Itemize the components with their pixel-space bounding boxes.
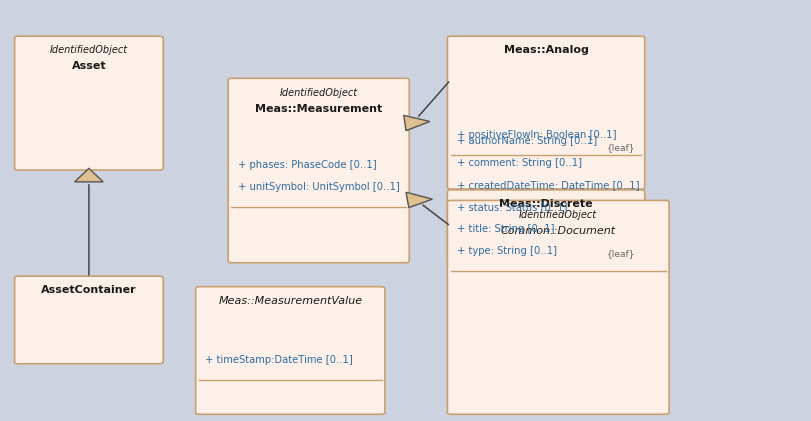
Text: + timeStamp:DateTime [0..1]: + timeStamp:DateTime [0..1] [205, 355, 353, 365]
Text: + title: String [0..1]: + title: String [0..1] [457, 224, 554, 234]
Text: Meas::MeasurementValue: Meas::MeasurementValue [218, 296, 362, 306]
FancyBboxPatch shape [447, 200, 668, 414]
FancyBboxPatch shape [447, 190, 644, 263]
Text: + status: Status [0..1]: + status: Status [0..1] [457, 202, 567, 212]
Text: {leaf}: {leaf} [606, 144, 634, 152]
Text: Asset: Asset [71, 61, 106, 72]
FancyBboxPatch shape [15, 276, 163, 364]
Text: Meas::Analog: Meas::Analog [503, 45, 588, 56]
Text: IdentifiedObject: IdentifiedObject [49, 45, 128, 56]
FancyBboxPatch shape [228, 78, 409, 263]
Text: IdentifiedObject: IdentifiedObject [518, 210, 597, 220]
Text: Common::Document: Common::Document [500, 226, 615, 236]
FancyBboxPatch shape [15, 36, 163, 170]
Text: + createdDateTime: DateTime [0..1]: + createdDateTime: DateTime [0..1] [457, 180, 639, 190]
FancyBboxPatch shape [195, 287, 384, 414]
Text: Meas::Discrete: Meas::Discrete [499, 199, 592, 209]
Text: Meas::Measurement: Meas::Measurement [255, 104, 382, 114]
Text: + comment: String [0..1]: + comment: String [0..1] [457, 158, 581, 168]
Text: + positiveFlowIn: Boolean [0..1]: + positiveFlowIn: Boolean [0..1] [457, 130, 616, 140]
Text: AssetContainer: AssetContainer [41, 285, 136, 296]
FancyBboxPatch shape [447, 36, 644, 189]
Text: {leaf}: {leaf} [606, 249, 634, 258]
Text: + authorName: String [0..1]: + authorName: String [0..1] [457, 136, 597, 147]
Polygon shape [406, 192, 432, 208]
Text: IdentifiedObject: IdentifiedObject [279, 88, 358, 98]
Polygon shape [75, 168, 103, 182]
Polygon shape [403, 115, 429, 131]
Text: + phases: PhaseCode [0..1]: + phases: PhaseCode [0..1] [238, 160, 376, 170]
Text: + unitSymbol: UnitSymbol [0..1]: + unitSymbol: UnitSymbol [0..1] [238, 182, 399, 192]
Text: + type: String [0..1]: + type: String [0..1] [457, 246, 556, 256]
